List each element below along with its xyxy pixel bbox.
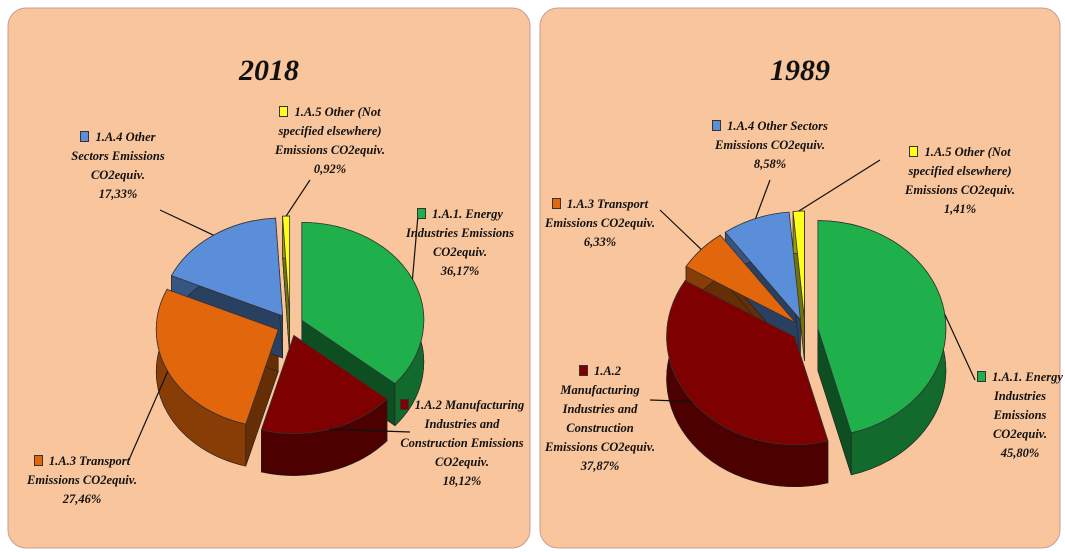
value-label: 6,33% xyxy=(583,235,617,249)
value-label: 1,41% xyxy=(943,202,977,216)
value-label: 37,87% xyxy=(580,459,620,473)
leader-line xyxy=(411,214,419,280)
legend-swatch xyxy=(33,455,43,466)
category-label: 1.A.5 Other (Not specified elsewhere) Em… xyxy=(275,105,385,157)
slice-label: 1.A.1. Energy Industries Emissions CO2eq… xyxy=(405,205,515,281)
leader-line xyxy=(285,179,311,217)
slice-label: 1.A.5 Other (Not specified elsewhere) Em… xyxy=(265,103,395,179)
leader-line xyxy=(755,179,771,219)
slice-label: 1.A.2 Manufacturing Industries and Const… xyxy=(545,362,655,476)
leader-line xyxy=(944,314,976,381)
category-label: 1.A.1. Energy Industries Emissions CO2eq… xyxy=(405,207,515,259)
chart-title: 1989 xyxy=(770,54,830,87)
category-label: 1.A.3 Transport Emissions CO2equiv. xyxy=(545,197,655,230)
slice xyxy=(170,217,284,317)
category-label: 1.A.5 Other (Not specified elsewhere) Em… xyxy=(905,145,1015,197)
slice xyxy=(685,234,796,323)
category-label: 1.A.2 Manufacturing Industries and Const… xyxy=(545,364,655,454)
leader-line xyxy=(329,428,411,433)
slice xyxy=(155,288,279,425)
legend-swatch xyxy=(712,120,722,131)
value-label: 36,17% xyxy=(440,264,480,278)
slice xyxy=(792,210,805,320)
leader-line xyxy=(649,399,693,403)
category-label: 1.A.4 Other Sectors Emissions CO2equiv. xyxy=(715,119,828,152)
value-label: 0,92% xyxy=(313,162,347,176)
leader-line xyxy=(798,159,881,212)
slice-label: 1.A.1. Energy Industries Emissions CO2eq… xyxy=(975,368,1065,463)
slice xyxy=(666,280,829,445)
leader-line xyxy=(127,371,169,463)
category-label: 1.A.2 Manufacturing Industries and Const… xyxy=(400,398,525,469)
leader-line xyxy=(659,209,702,250)
value-label: 8,58% xyxy=(753,157,787,171)
leader-line xyxy=(159,209,214,236)
slice-label: 1.A.4 Other Sectors Emissions CO2equiv. 8… xyxy=(710,117,830,174)
slice-label: 1.A.2 Manufacturing Industries and Const… xyxy=(397,396,527,491)
legend-swatch xyxy=(551,198,561,209)
legend-swatch xyxy=(80,131,90,142)
category-label: 1.A.1. Energy Industries Emissions CO2eq… xyxy=(992,370,1063,441)
legend-swatch xyxy=(399,399,409,410)
slice-label: 1.A.3 Transport Emissions CO2equiv. 6,33% xyxy=(540,195,660,252)
value-label: 45,80% xyxy=(1000,446,1040,460)
slice xyxy=(724,211,801,321)
category-label: 1.A.4 Other Sectors Emissions CO2equiv. xyxy=(71,130,165,182)
legend-swatch xyxy=(578,365,588,376)
legend-swatch xyxy=(977,371,987,382)
legend-swatch xyxy=(279,106,289,117)
slice-label: 1.A.4 Other Sectors Emissions CO2equiv. 1… xyxy=(68,128,168,204)
slice xyxy=(301,221,425,385)
slice-label: 1.A.5 Other (Not specified elsewhere) Em… xyxy=(895,143,1025,219)
chart-title: 2018 xyxy=(238,54,299,87)
value-label: 17,33% xyxy=(98,187,138,201)
value-label: 27,46% xyxy=(62,492,102,506)
slice xyxy=(282,215,291,315)
legend-swatch xyxy=(909,146,919,157)
legend-swatch xyxy=(417,208,427,219)
slice-label: 1.A.3 Transport Emissions CO2equiv. 27,46… xyxy=(12,452,152,509)
value-label: 18,12% xyxy=(442,474,482,488)
category-label: 1.A.3 Transport Emissions CO2equiv. xyxy=(27,454,137,487)
